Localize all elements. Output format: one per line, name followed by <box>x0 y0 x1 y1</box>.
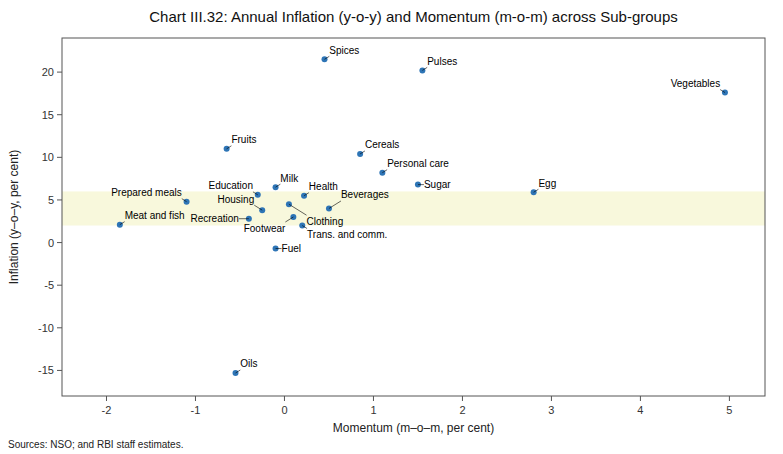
y-tick <box>57 199 62 200</box>
y-tick-label: -5 <box>44 279 54 291</box>
y-tick <box>57 157 62 158</box>
point-label: Oils <box>240 358 257 369</box>
point-label: Recreation <box>191 213 239 224</box>
point-label: Clothing <box>307 216 344 227</box>
point-label: Personal care <box>387 158 449 169</box>
y-tick-label: 5 <box>48 194 54 206</box>
leader-line <box>236 370 241 373</box>
point-label: Trans. and comm. <box>307 229 387 240</box>
leader-line <box>534 189 539 192</box>
x-tick-label: 4 <box>637 404 643 416</box>
x-tick-label: 0 <box>281 404 287 416</box>
y-tick-label: 20 <box>42 66 54 78</box>
point-label: Sugar <box>424 179 451 190</box>
x-axis-label: Momentum (m–o–m, per cent) <box>333 421 494 435</box>
leader-line <box>276 184 281 187</box>
leader-line <box>239 218 249 219</box>
point-label: Meat and fish <box>125 210 185 221</box>
plot-frame <box>62 38 765 396</box>
point-label: Milk <box>280 173 299 184</box>
leader-line <box>120 222 125 225</box>
point-label: Spices <box>329 45 359 56</box>
y-tick <box>57 72 62 73</box>
leader-line <box>254 205 262 210</box>
leader-line <box>422 67 427 70</box>
leader-line <box>382 170 387 173</box>
point-label: Footwear <box>244 223 286 234</box>
point-label: Vegetables <box>671 78 721 89</box>
x-tick <box>462 396 463 401</box>
y-tick-label: -15 <box>38 364 54 376</box>
leader-line <box>285 217 293 222</box>
x-tick-label: -2 <box>102 404 112 416</box>
x-tick <box>284 396 285 401</box>
point-label: Health <box>309 181 338 192</box>
chart-container: -2-1012345-15-10-505101520Momentum (m–o–… <box>0 0 783 454</box>
x-tick <box>551 396 552 401</box>
x-tick-label: -1 <box>191 404 201 416</box>
x-tick <box>195 396 196 401</box>
leader-lines <box>120 56 725 373</box>
leader-line <box>304 193 309 196</box>
x-tick-label: 5 <box>726 404 732 416</box>
y-axis-label: Inflation (y–o–y, per cent) <box>7 150 21 285</box>
x-tick-label: 1 <box>370 404 376 416</box>
y-tick <box>57 327 62 328</box>
leader-line <box>325 56 330 59</box>
x-tick-label: 2 <box>459 404 465 416</box>
leader-line <box>227 146 232 149</box>
y-tick <box>57 242 62 243</box>
point-label: Cereals <box>365 139 399 150</box>
leader-line <box>182 199 187 202</box>
y-tick <box>57 285 62 286</box>
leader-line <box>289 204 307 215</box>
plot-area <box>62 56 765 376</box>
point-label: Egg <box>538 178 556 189</box>
y-tick-label: 10 <box>42 151 54 163</box>
x-tick <box>106 396 107 401</box>
x-tick <box>640 396 641 401</box>
axes: -2-1012345-15-10-505101520 <box>38 66 732 416</box>
leader-line <box>720 90 725 93</box>
point-label: Beverages <box>341 189 389 200</box>
point-labels: Spices Pulses Vegetables Fruits Cereals Perso… <box>111 45 720 370</box>
y-tick <box>57 114 62 115</box>
chart-svg: -2-1012345-15-10-505101520Momentum (m–o–… <box>0 0 783 454</box>
point-label: Pulses <box>427 56 457 67</box>
point-label: Fruits <box>231 134 256 145</box>
point-label: Education <box>208 180 252 191</box>
point-label: Fuel <box>282 243 301 254</box>
y-tick <box>57 370 62 371</box>
source-note: Sources: NSO; and RBI staff estimates. <box>8 439 183 450</box>
x-tick <box>373 396 374 401</box>
x-tick-label: 3 <box>548 404 554 416</box>
leader-line <box>360 151 365 154</box>
y-tick-label: -10 <box>38 322 54 334</box>
y-tick-label: 0 <box>48 237 54 249</box>
chart-title: Chart III.32: Annual Inflation (y-o-y) a… <box>149 8 678 25</box>
leader-line <box>329 201 341 209</box>
y-tick-label: 15 <box>42 109 54 121</box>
x-tick <box>729 396 730 401</box>
point-label: Prepared meals <box>111 187 182 198</box>
point-label: Housing <box>218 194 255 205</box>
